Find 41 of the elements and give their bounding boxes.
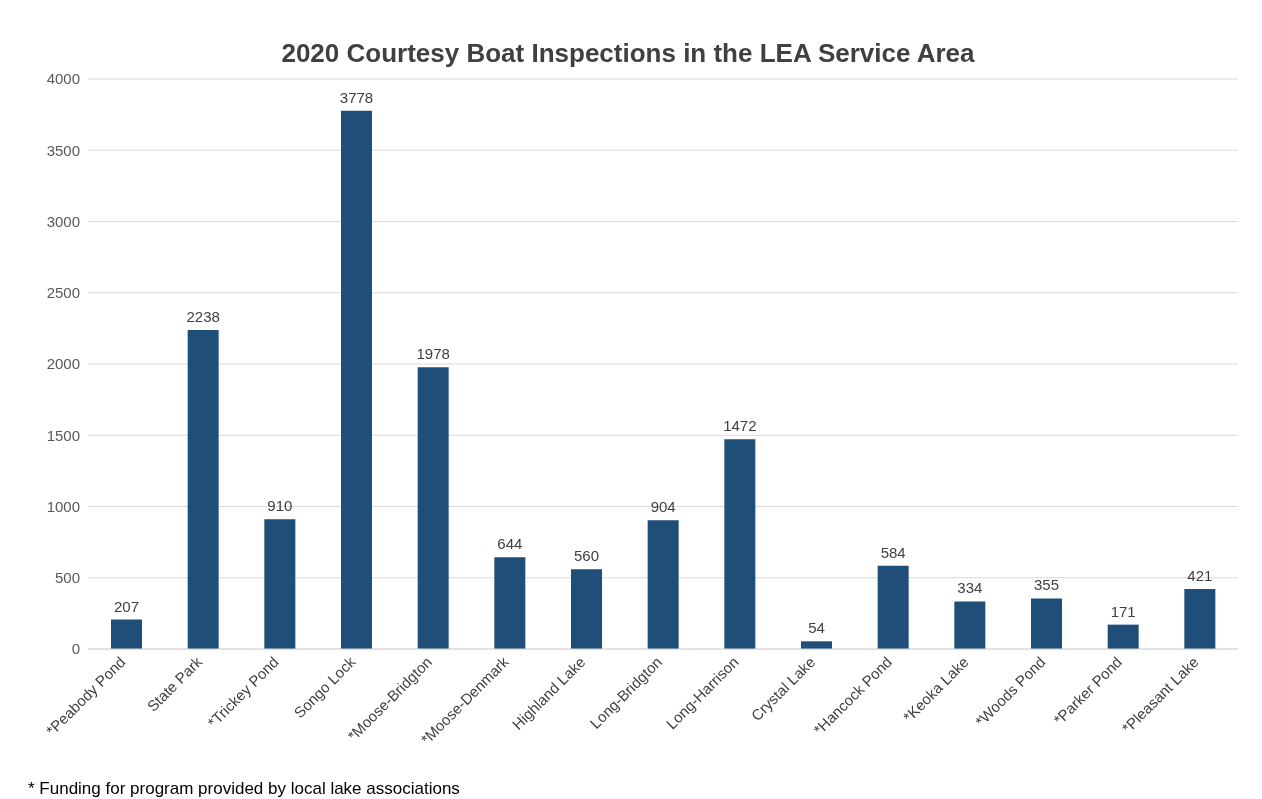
y-tick-label: 500 <box>54 569 80 587</box>
y-tick-label: 2500 <box>46 284 80 302</box>
data-label: 910 <box>267 497 293 515</box>
text: * Funding for program provided by local lake associations <box>27 779 461 799</box>
bar <box>1184 589 1216 649</box>
chart-title: 2020 Courtesy Boat Inspections in the LEA Service Area <box>280 37 976 69</box>
y-tick-label: 2000 <box>46 355 80 373</box>
bar <box>1031 598 1062 649</box>
y-tick-label: 3000 <box>46 212 80 230</box>
bar <box>647 520 679 649</box>
y-tick-label: 4000 <box>46 70 80 88</box>
data-label: 355 <box>1033 576 1060 594</box>
bar <box>494 557 526 649</box>
bar <box>264 519 296 649</box>
data-label: 3778 <box>339 88 374 106</box>
bar <box>417 367 449 649</box>
data-label: 171 <box>1110 602 1136 620</box>
bar <box>954 601 986 649</box>
bar <box>111 619 142 649</box>
data-label: 904 <box>650 498 676 516</box>
bar <box>341 110 372 649</box>
bar <box>571 569 602 649</box>
bar <box>187 330 219 649</box>
y-tick-label: 0 <box>71 640 80 658</box>
bar <box>877 565 909 649</box>
y-tick-label: 1000 <box>46 497 80 515</box>
data-label: 2238 <box>186 308 220 326</box>
data-label: 334 <box>957 579 983 597</box>
data-label: 560 <box>573 547 600 565</box>
data-label: 1978 <box>416 345 450 363</box>
y-tick-label: 3500 <box>46 141 80 159</box>
data-label: 1472 <box>723 417 757 435</box>
data-label: 421 <box>1187 567 1213 585</box>
bar <box>724 439 756 649</box>
data-label: 644 <box>497 535 523 553</box>
data-label: 207 <box>113 597 140 615</box>
bar <box>801 641 832 649</box>
bar <box>1107 624 1139 649</box>
data-label: 54 <box>808 619 825 637</box>
data-label: 584 <box>880 543 906 561</box>
y-tick-label: 1500 <box>46 426 80 444</box>
